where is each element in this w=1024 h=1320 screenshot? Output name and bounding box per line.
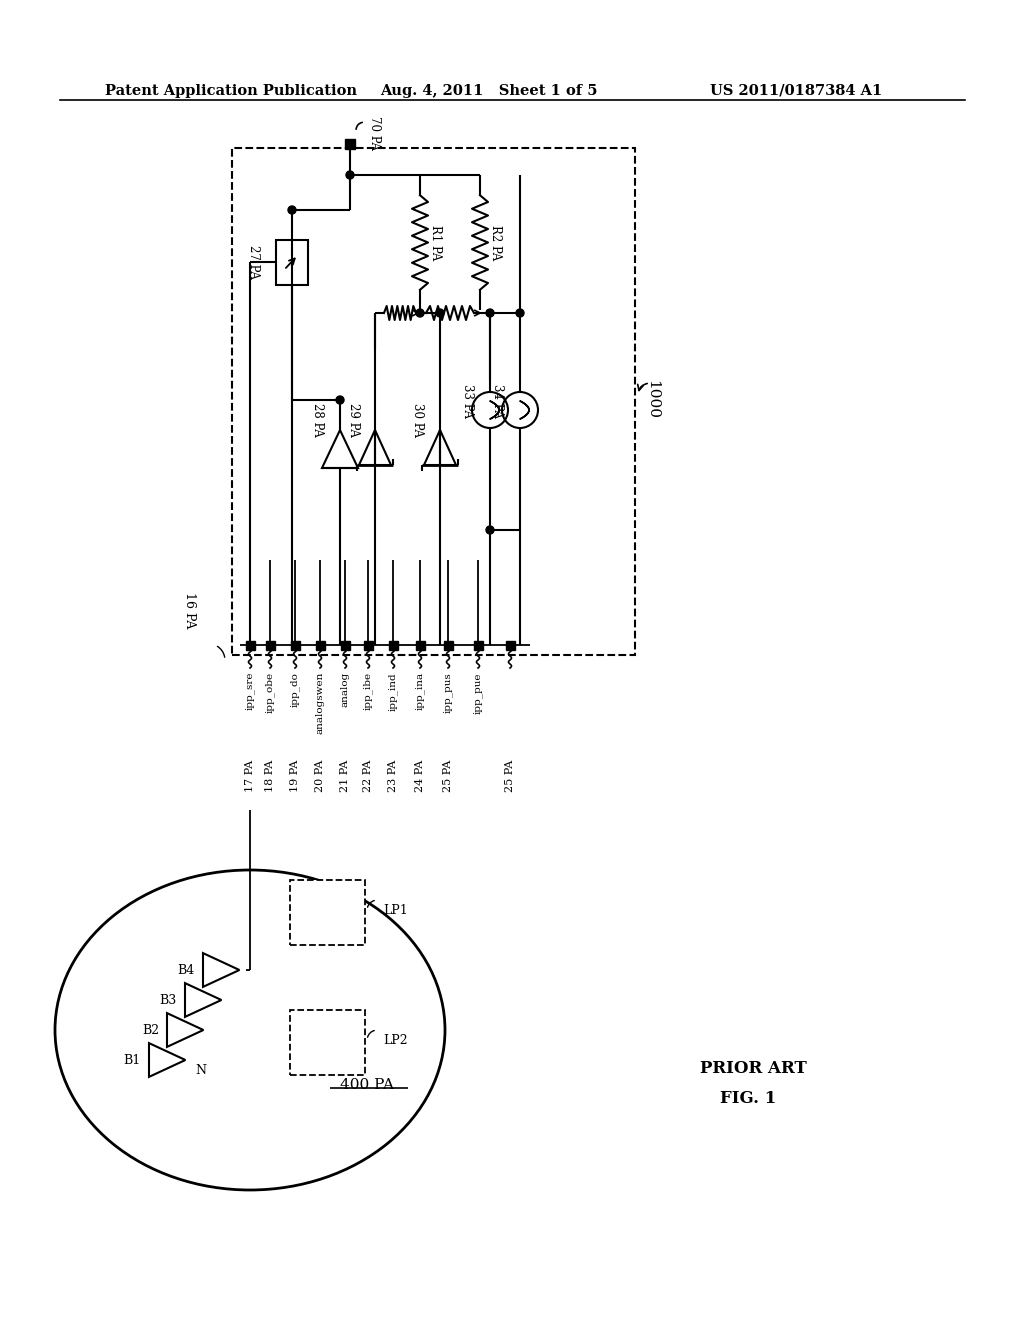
Bar — [388, 640, 397, 649]
Text: R1 PA: R1 PA — [429, 224, 442, 260]
Bar — [315, 640, 325, 649]
Text: 25 PA: 25 PA — [443, 760, 453, 792]
Circle shape — [516, 309, 524, 317]
Bar — [416, 640, 425, 649]
Bar — [290, 880, 365, 945]
Text: B2: B2 — [142, 1023, 159, 1036]
Text: 1000: 1000 — [645, 380, 659, 420]
Text: ipp_pue: ipp_pue — [473, 672, 483, 714]
Bar — [265, 640, 274, 649]
Bar — [232, 148, 635, 655]
Bar — [443, 640, 453, 649]
Text: B4: B4 — [178, 964, 195, 977]
Bar — [345, 139, 355, 149]
Text: 17 PA: 17 PA — [245, 760, 255, 792]
Text: LP2: LP2 — [383, 1034, 408, 1047]
Text: R2 PA: R2 PA — [489, 224, 503, 260]
Bar — [341, 640, 349, 649]
Text: 28 PA: 28 PA — [311, 403, 325, 437]
Text: 400 PA: 400 PA — [340, 1078, 394, 1092]
Text: FIG. 1: FIG. 1 — [720, 1090, 776, 1107]
Text: ipp_sre: ipp_sre — [245, 672, 255, 710]
Text: 29 PA: 29 PA — [346, 403, 359, 437]
Text: 25 PA: 25 PA — [505, 760, 515, 792]
Text: ipp_pus: ipp_pus — [443, 672, 453, 713]
Text: Patent Application Publication: Patent Application Publication — [105, 84, 357, 98]
Text: ipp_ina: ipp_ina — [415, 672, 425, 710]
Circle shape — [416, 309, 424, 317]
Text: 23 PA: 23 PA — [388, 760, 398, 792]
Circle shape — [486, 525, 494, 535]
Bar — [506, 640, 514, 649]
Bar — [246, 640, 255, 649]
Circle shape — [336, 396, 344, 404]
Text: 30 PA: 30 PA — [412, 403, 425, 437]
Circle shape — [346, 172, 354, 180]
Bar — [473, 640, 482, 649]
Text: 20 PA: 20 PA — [315, 760, 325, 792]
Circle shape — [436, 309, 444, 317]
Bar — [364, 640, 373, 649]
Text: 27 PA: 27 PA — [248, 246, 260, 279]
Text: B1: B1 — [124, 1053, 141, 1067]
Text: 22 PA: 22 PA — [362, 760, 373, 792]
Text: ipp_do: ipp_do — [290, 672, 300, 708]
Text: N: N — [195, 1064, 206, 1077]
Text: ipp_ibe: ipp_ibe — [364, 672, 373, 710]
Text: ipp_ind: ipp_ind — [388, 672, 398, 710]
Text: 33 PA: 33 PA — [461, 384, 473, 418]
Text: US 2011/0187384 A1: US 2011/0187384 A1 — [710, 84, 883, 98]
Bar — [291, 640, 299, 649]
Text: analog: analog — [341, 672, 349, 708]
Text: 24 PA: 24 PA — [415, 760, 425, 792]
Bar — [276, 240, 308, 285]
Text: 21 PA: 21 PA — [340, 760, 350, 792]
Bar — [290, 1010, 365, 1074]
Text: PRIOR ART: PRIOR ART — [700, 1060, 807, 1077]
Text: 70 PA: 70 PA — [368, 116, 381, 150]
Text: 19 PA: 19 PA — [290, 760, 300, 792]
Text: 18 PA: 18 PA — [265, 760, 275, 792]
Text: ipp_obe: ipp_obe — [265, 672, 274, 713]
Text: B3: B3 — [160, 994, 177, 1006]
Text: 34 PA: 34 PA — [490, 384, 504, 418]
Text: analogswen: analogswen — [315, 672, 325, 734]
Text: Aug. 4, 2011   Sheet 1 of 5: Aug. 4, 2011 Sheet 1 of 5 — [380, 84, 597, 98]
Circle shape — [486, 309, 494, 317]
Text: 16 PA: 16 PA — [183, 591, 197, 628]
Text: LP1: LP1 — [383, 903, 408, 916]
Circle shape — [288, 206, 296, 214]
